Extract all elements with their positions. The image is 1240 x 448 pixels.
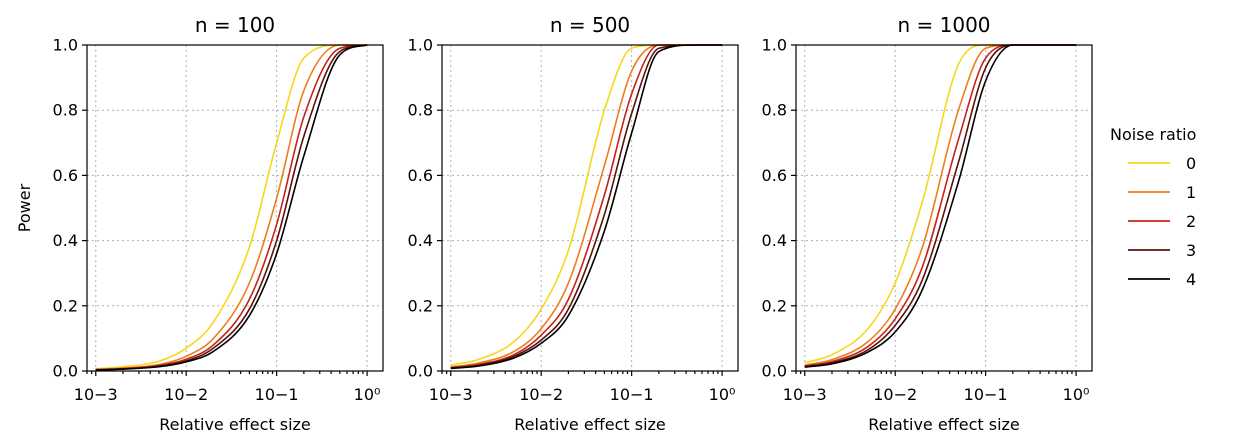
y-tick-label: 0.0	[762, 362, 787, 381]
axes-frame	[86, 44, 384, 372]
legend: Noise ratio 0 1 2 3 4	[1110, 125, 1196, 289]
y-tick-label: 0.4	[53, 231, 78, 250]
x-tick-label: 10−3	[429, 385, 473, 404]
y-tick-label: 0.8	[762, 101, 787, 120]
legend-items: 0 1 2 3 4	[1128, 154, 1196, 289]
y-tick-label: 1.0	[408, 36, 433, 55]
y-tick-label: 0.0	[408, 362, 433, 381]
legend-label-1: 1	[1186, 183, 1196, 202]
x-tick-label: 10⁰	[709, 385, 736, 404]
legend-label-4: 4	[1186, 270, 1196, 289]
series-line-noise-0	[450, 44, 723, 366]
series-line-noise-3	[95, 44, 368, 371]
x-tick-label: 10−2	[164, 385, 208, 404]
y-tick-label: 1.0	[762, 36, 787, 55]
y-tick-label: 0.8	[53, 101, 78, 120]
x-tick-label: 10−1	[964, 385, 1008, 404]
x-tick-label: 10⁰	[354, 385, 381, 404]
x-axis-label: Relative effect size	[159, 415, 311, 434]
panel-title: n = 500	[550, 13, 630, 37]
axes-frame	[441, 44, 739, 372]
series-line-noise-1	[95, 44, 368, 371]
panel-title: n = 1000	[897, 13, 990, 37]
y-tick-label: 0.4	[408, 231, 433, 250]
x-tick-label: 10⁰	[1063, 385, 1090, 404]
y-tick-label: 0.2	[53, 296, 78, 315]
x-tick-label: 10−3	[74, 385, 118, 404]
series-line-noise-4	[450, 44, 723, 370]
y-tick-label: 0.6	[408, 166, 433, 185]
x-tick-label: 10−2	[873, 385, 917, 404]
legend-label-2: 2	[1186, 212, 1196, 231]
y-tick-label: 0.0	[53, 362, 78, 381]
series-line-noise-1	[450, 44, 723, 368]
y-axis-label: Power	[15, 183, 34, 232]
x-axis-label: Relative effect size	[514, 415, 666, 434]
series-line-noise-3	[450, 44, 723, 369]
series-line-noise-2	[804, 44, 1077, 367]
legend-title: Noise ratio	[1110, 125, 1196, 144]
series-line-noise-4	[95, 44, 368, 371]
x-axis-label: Relative effect size	[868, 415, 1020, 434]
y-tick-label: 0.2	[408, 296, 433, 315]
panel-title: n = 100	[195, 13, 275, 37]
y-tick-label: 1.0	[53, 36, 78, 55]
y-tick-label: 0.8	[408, 101, 433, 120]
axes-frame	[795, 44, 1093, 372]
chart-panels: 0.0 0.2 0.4 0.6 0.8 1.0 10−3 10−2 10−1 10⁰ n = 100…	[15, 13, 1093, 434]
legend-label-0: 0	[1186, 154, 1196, 173]
x-tick-label: 10−3	[783, 385, 827, 404]
y-tick-label: 0.6	[762, 166, 787, 185]
y-tick-label: 0.2	[762, 296, 787, 315]
y-tick-label: 0.6	[53, 166, 78, 185]
series-line-noise-2	[95, 44, 368, 371]
legend-label-3: 3	[1186, 241, 1196, 260]
series-line-noise-0	[95, 44, 368, 370]
x-tick-label: 10−2	[519, 385, 563, 404]
y-tick-label: 0.4	[762, 231, 787, 250]
x-tick-label: 10−1	[610, 385, 654, 404]
chart-panel-3: 0.0 0.2 0.4 0.6 0.8 1.0 10−3 10−2 10−1 10⁰ n = 100…	[762, 13, 1093, 434]
series-line-noise-2	[450, 44, 723, 369]
chart-panel-2: 0.0 0.2 0.4 0.6 0.8 1.0 10−3 10−2 10−1 10⁰ n = 500…	[408, 13, 739, 434]
chart-panel-1: 0.0 0.2 0.4 0.6 0.8 1.0 10−3 10−2 10−1 10⁰ n = 100…	[15, 13, 384, 434]
x-tick-label: 10−1	[255, 385, 299, 404]
